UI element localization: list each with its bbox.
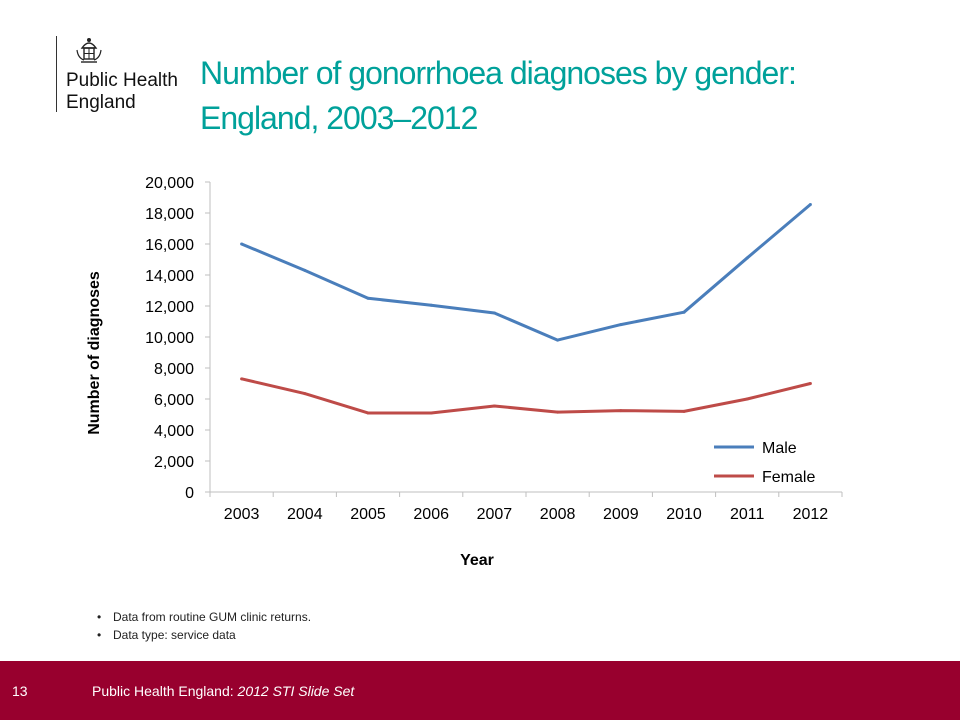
slide-number: 13: [12, 683, 28, 699]
line-chart: 0 2,000 4,000 6,000 8,000 10,000 12,000 14,000 1…: [86, 175, 843, 569]
y-tick-label: 6,000: [154, 392, 194, 409]
data-point-male: [492, 311, 496, 315]
y-tick-label: 0: [185, 485, 194, 502]
y-tick-label: 20,000: [145, 175, 194, 192]
logo-divider: [56, 36, 57, 112]
x-tick-label: 2003: [224, 506, 260, 523]
data-point-female: [556, 410, 560, 414]
y-axis-label: Number of diagnoses: [86, 271, 103, 435]
notes-list: Data from routine GUM clinic returns. Da…: [95, 608, 311, 644]
data-point-female: [682, 409, 686, 413]
footer-bar: 13 Public Health England: 2012 STI Slide…: [0, 661, 960, 720]
data-point-male: [745, 256, 749, 260]
series-lines: [240, 202, 812, 415]
y-tick-label: 10,000: [145, 330, 194, 347]
note-item: Data from routine GUM clinic returns.: [95, 608, 311, 626]
data-point-female: [303, 392, 307, 396]
title-line-1: Number of gonorrhoea diagnoses by gender…: [200, 55, 797, 91]
y-tick-label: 2,000: [154, 454, 194, 471]
x-tick-label: 2005: [350, 506, 386, 523]
data-point-male: [808, 202, 812, 206]
x-tick-label: 2007: [477, 506, 513, 523]
legend-label: Male: [762, 440, 797, 457]
y-tick-label: 16,000: [145, 237, 194, 254]
logo-line-2: England: [66, 92, 136, 113]
data-point-male: [556, 338, 560, 342]
x-tick-label: 2006: [413, 506, 449, 523]
footer-text: Public Health England: 2012 STI Slide Se…: [92, 683, 354, 699]
x-tick-label: 2009: [603, 506, 639, 523]
data-point-male: [429, 303, 433, 307]
x-tick-label: 2004: [287, 506, 323, 523]
royal-crest-icon: [76, 38, 102, 63]
y-axis-ticks: 0 2,000 4,000 6,000 8,000 10,000 12,000 14,000 1…: [145, 175, 210, 502]
data-point-female: [366, 411, 370, 415]
data-point-female: [619, 409, 623, 413]
y-tick-label: 14,000: [145, 268, 194, 285]
y-tick-label: 8,000: [154, 361, 194, 378]
data-point-female: [240, 377, 244, 381]
series-line-male: [241, 203, 812, 342]
y-tick-label: 18,000: [145, 206, 194, 223]
data-point-female: [429, 411, 433, 415]
data-point-male: [303, 268, 307, 272]
slide-title: Number of gonorrhoea diagnoses by gender…: [200, 51, 900, 141]
y-tick-label: 12,000: [145, 299, 194, 316]
series-line-female: [241, 377, 811, 415]
legend-label: Female: [762, 469, 815, 486]
data-point-female: [745, 397, 749, 401]
x-axis-label: Year: [460, 552, 494, 569]
x-tick-label: 2012: [793, 506, 829, 523]
data-point-female: [808, 382, 812, 385]
data-point-male: [366, 296, 370, 300]
note-item: Data type: service data: [95, 626, 311, 644]
data-point-male: [240, 242, 244, 246]
title-line-2: England, 2003–2012: [200, 100, 478, 136]
x-tick-label: 2011: [730, 506, 765, 523]
x-axis-ticks: 2003 2004 2005 2006 2007 2008 2009 2010 2011 2012: [209, 492, 843, 523]
x-tick-label: 2010: [666, 506, 702, 523]
logo-line-1: Public Health: [66, 70, 178, 91]
data-point-male: [682, 310, 686, 314]
y-tick-label: 4,000: [154, 423, 194, 440]
logo-text: Public Health England: [66, 70, 178, 114]
data-point-female: [492, 404, 496, 408]
data-point-male: [619, 323, 623, 327]
footer-deck: 2012 STI Slide Set: [237, 683, 355, 699]
legend: Male Female: [714, 440, 815, 486]
footer-org: Public Health England:: [92, 683, 238, 699]
x-tick-label: 2008: [540, 506, 576, 523]
